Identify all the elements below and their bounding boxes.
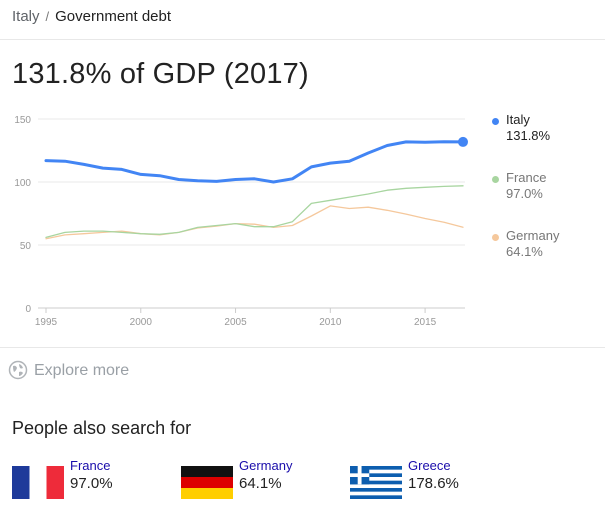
related-item-name[interactable]: Greece [408,458,451,473]
x-tick-label-2005: 2005 [224,317,247,328]
x-tick-label-2000: 2000 [130,317,153,328]
breadcrumb-separator: / [45,9,50,24]
legend-italy-marker [492,118,499,125]
series-line-germany [45,205,464,240]
debt-line-chart: 0 50 100 150 1995 2000 2005 2010 2015 [14,115,468,328]
y-tick-label-100: 100 [14,178,31,189]
series-line-italy [44,140,465,184]
legend-france-name: France [506,170,547,185]
related-item-value: 64.1% [239,475,282,492]
series-endpoint-italy [458,136,468,147]
related-item-value: 178.6% [408,475,459,492]
breadcrumb-topic: Government debt [55,8,172,25]
header-divider [0,39,605,40]
x-tick-label-1995: 1995 [35,317,58,328]
breadcrumb-country[interactable]: Italy [12,8,40,25]
y-tick-label-0: 0 [25,304,31,315]
greece-flag-icon [350,466,402,499]
people-also-search-title: People also search for [12,418,192,438]
y-tick-label-50: 50 [20,241,32,252]
x-tick-label-2015: 2015 [414,317,437,328]
legend-germany-name: Germany [506,228,560,243]
related-item-value: 97.0% [70,475,113,492]
legend-italy-name: Italy [506,112,530,127]
series-line-france [45,185,464,239]
related-item-name[interactable]: Germany [239,458,293,473]
legend-germany-value: 64.1% [506,244,543,259]
x-tick-label-2010: 2010 [319,317,342,328]
related-item-name[interactable]: France [70,458,111,473]
headline-value: 131.8% of GDP (2017) [12,58,309,90]
legend-france-marker [492,176,499,183]
legend-italy-value: 131.8% [506,128,551,143]
chart-divider [0,347,605,348]
breadcrumb: Italy / Government debt [12,8,171,25]
legend-germany-marker [492,234,499,241]
germany-flag-icon [181,466,233,499]
legend-france-value: 97.0% [506,186,543,201]
globe-icon [8,360,28,380]
y-tick-label-150: 150 [14,115,31,126]
france-flag-icon [12,466,64,499]
explore-more-label: Explore more [34,362,130,379]
